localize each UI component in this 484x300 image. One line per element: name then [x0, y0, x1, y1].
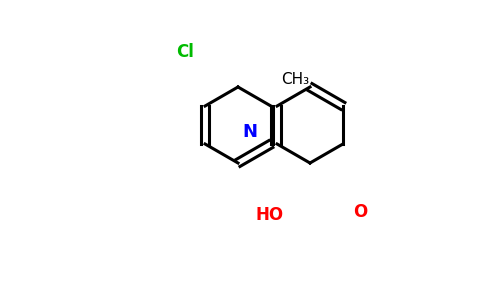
Text: O: O: [353, 203, 367, 221]
Text: Cl: Cl: [176, 43, 194, 61]
Text: CH₃: CH₃: [281, 73, 309, 88]
Text: N: N: [242, 123, 257, 141]
Text: HO: HO: [256, 206, 284, 224]
